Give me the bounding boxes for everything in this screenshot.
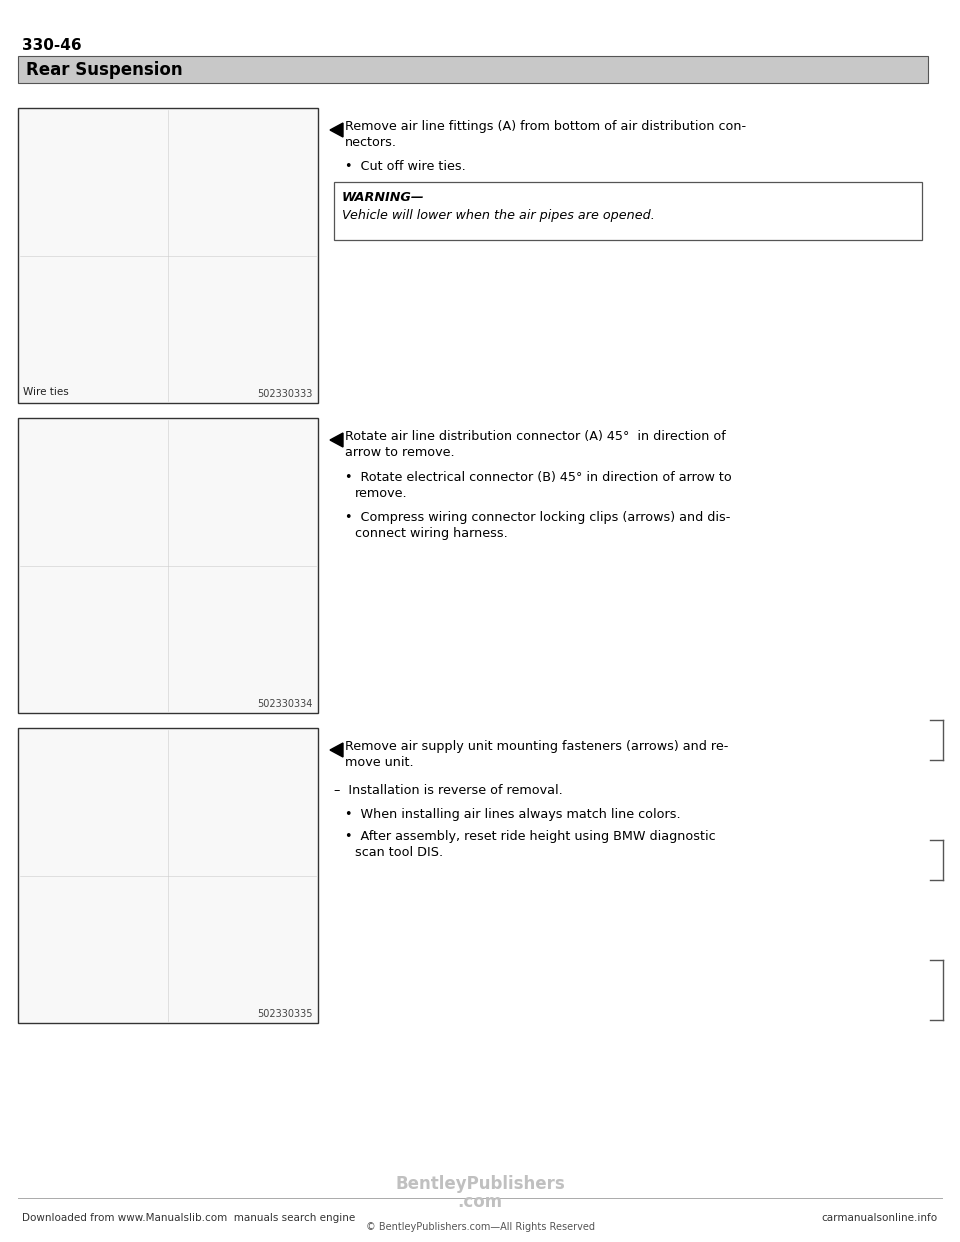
- Text: scan tool DIS.: scan tool DIS.: [355, 846, 444, 859]
- Text: © BentleyPublishers.com—All Rights Reserved: © BentleyPublishers.com—All Rights Reser…: [366, 1222, 594, 1232]
- Text: WARNING—: WARNING—: [342, 191, 424, 204]
- Text: 502330335: 502330335: [257, 1009, 313, 1018]
- Text: remove.: remove.: [355, 487, 408, 501]
- Text: •  Cut off wire ties.: • Cut off wire ties.: [345, 160, 466, 173]
- Text: •  Compress wiring connector locking clips (arrows) and dis-: • Compress wiring connector locking clip…: [345, 510, 731, 524]
- Text: arrow to remove.: arrow to remove.: [345, 446, 455, 460]
- Bar: [18, 728, 318, 1023]
- Text: move unit.: move unit.: [345, 756, 414, 769]
- Text: Rear Suspension: Rear Suspension: [26, 61, 182, 79]
- Text: –  Installation is reverse of removal.: – Installation is reverse of removal.: [334, 784, 563, 797]
- Bar: [18, 56, 928, 83]
- Polygon shape: [330, 433, 343, 447]
- Text: Wire ties: Wire ties: [23, 388, 69, 397]
- Text: 502330333: 502330333: [257, 389, 313, 399]
- Text: •  After assembly, reset ride height using BMW diagnostic: • After assembly, reset ride height usin…: [345, 830, 715, 843]
- Text: connect wiring harness.: connect wiring harness.: [355, 527, 508, 540]
- Text: Vehicle will lower when the air pipes are opened.: Vehicle will lower when the air pipes ar…: [342, 209, 655, 222]
- Polygon shape: [330, 743, 343, 758]
- Bar: [334, 183, 922, 240]
- Bar: [18, 419, 318, 713]
- Text: Remove air supply unit mounting fasteners (arrows) and re-: Remove air supply unit mounting fastener…: [345, 740, 729, 753]
- Text: •  When installing air lines always match line colors.: • When installing air lines always match…: [345, 809, 681, 821]
- Text: 502330334: 502330334: [257, 699, 313, 709]
- Text: Downloaded from www.Manualslib.com  manuals search engine: Downloaded from www.Manualslib.com manua…: [22, 1213, 355, 1223]
- Text: nectors.: nectors.: [345, 137, 397, 149]
- Text: carmanualsonline.info: carmanualsonline.info: [822, 1213, 938, 1223]
- Text: Remove air line fittings (A) from bottom of air distribution con-: Remove air line fittings (A) from bottom…: [345, 120, 746, 133]
- Text: BentleyPublishers: BentleyPublishers: [396, 1175, 564, 1194]
- Bar: [18, 108, 318, 402]
- Text: 330-46: 330-46: [22, 37, 82, 52]
- Polygon shape: [330, 123, 343, 137]
- Text: .com: .com: [457, 1194, 503, 1211]
- Text: •  Rotate electrical connector (B) 45° in direction of arrow to: • Rotate electrical connector (B) 45° in…: [345, 471, 732, 484]
- Text: Rotate air line distribution connector (A) 45°  in direction of: Rotate air line distribution connector (…: [345, 430, 726, 443]
